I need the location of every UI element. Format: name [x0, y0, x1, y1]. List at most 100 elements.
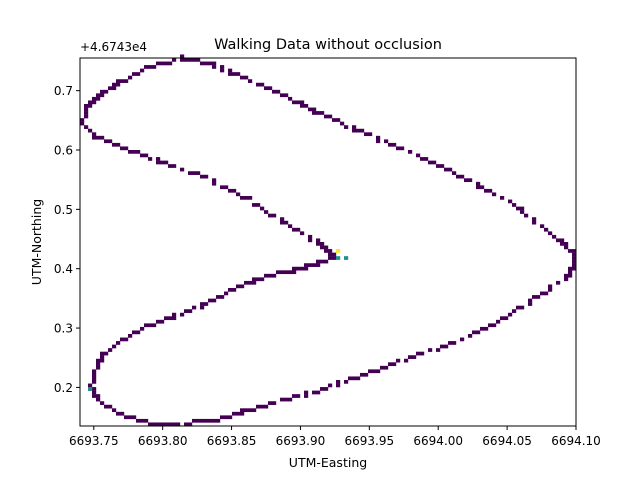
heatmap-cell — [324, 387, 329, 391]
heatmap-cell — [312, 390, 317, 395]
heatmap-cell — [476, 181, 481, 186]
heatmap-cell — [292, 227, 297, 232]
heatmap-cell — [572, 259, 577, 264]
heatmap-cell — [572, 266, 577, 271]
heatmap-cell — [244, 280, 249, 285]
heatmap-cell — [196, 418, 201, 423]
heatmap-cell — [260, 82, 265, 87]
heatmap-cell — [256, 82, 261, 87]
heatmap-cell — [84, 107, 89, 112]
y-axis: 0.2 0.3 0.4 0.5 0.6 0.7 — [54, 84, 80, 395]
heatmap-cell — [480, 185, 485, 190]
heatmap-cell — [212, 178, 217, 183]
heatmap-cell — [252, 408, 257, 413]
heatmap-cell — [180, 167, 185, 172]
heatmap-cell — [140, 68, 145, 73]
heatmap-cell — [164, 316, 169, 321]
heatmap-cell — [236, 411, 241, 416]
heatmap-cell — [540, 291, 545, 296]
heatmap-cell — [300, 231, 305, 236]
heatmap-cell — [572, 263, 577, 267]
heatmap-cell — [344, 380, 349, 384]
heatmap-cell — [268, 401, 273, 405]
heatmap-cell — [488, 323, 493, 328]
heatmap-cell — [180, 54, 185, 59]
heatmap-cell — [256, 404, 261, 409]
heatmap-cell — [200, 418, 205, 423]
heatmap-cell — [100, 355, 105, 359]
heatmap-cell — [376, 369, 381, 374]
heatmap-cell — [108, 348, 113, 352]
heatmap-cell — [96, 362, 101, 367]
heatmap-cell — [532, 220, 537, 225]
heatmap-cell — [268, 273, 273, 278]
heatmap-cell — [200, 174, 205, 179]
heatmap-cell — [140, 418, 145, 423]
heatmap-cell — [204, 418, 209, 423]
heatmap-cell — [328, 383, 333, 388]
heatmap-cell — [396, 358, 401, 363]
heatmap-cell — [112, 82, 117, 87]
heatmap-cell — [264, 210, 269, 214]
heatmap-cell — [220, 68, 225, 73]
heatmap-cell — [116, 142, 121, 147]
heatmap-cell — [112, 86, 117, 91]
heatmap-cell — [512, 203, 517, 207]
heatmap-cell-hotspot — [336, 256, 341, 260]
heatmap-cell — [128, 415, 133, 420]
heatmap-cell — [228, 415, 233, 420]
heatmap-cell — [352, 128, 357, 133]
heatmap-cell — [104, 89, 109, 94]
heatmap-cell — [252, 203, 257, 207]
heatmap-cell — [280, 397, 285, 402]
heatmap-cell — [96, 358, 101, 363]
heatmap-cell — [304, 266, 309, 271]
heatmap-cell — [216, 418, 221, 423]
heatmap-cell — [512, 309, 517, 313]
heatmap-cell — [436, 348, 441, 352]
heatmap-cell — [524, 213, 529, 218]
heatmap-cell — [540, 224, 545, 229]
heatmap-cell — [356, 128, 361, 133]
heatmap-cell — [100, 401, 105, 405]
heatmap-cell — [200, 302, 205, 306]
heatmap-cell — [476, 185, 481, 190]
heatmap-cell — [260, 404, 265, 409]
heatmap-cell — [556, 280, 561, 285]
heatmap-cell — [96, 96, 101, 101]
heatmap-cell — [492, 323, 497, 328]
heatmap-cell — [560, 242, 565, 246]
heatmap-cell — [468, 334, 473, 338]
heatmap-cell — [276, 89, 281, 94]
heatmap-cell — [212, 61, 217, 66]
heatmap-cell — [92, 369, 97, 374]
heatmap-cell — [564, 273, 569, 278]
heatmap-cell — [304, 390, 309, 395]
heatmap-cell — [336, 118, 341, 122]
heatmap-cell — [288, 224, 293, 229]
heatmap-cell — [364, 372, 369, 377]
heatmap-cell — [428, 348, 433, 352]
heatmap-cell — [408, 355, 413, 359]
heatmap-cell — [260, 206, 265, 211]
heatmap-cell — [248, 79, 253, 83]
heatmap-cell — [544, 291, 549, 296]
x-tick-label: 6693.95 — [345, 434, 395, 448]
heatmap-cell — [360, 128, 365, 133]
heatmap-cell — [332, 118, 337, 122]
heatmap-cell — [328, 256, 333, 260]
heatmap-cell — [144, 65, 149, 69]
heatmap-cell — [212, 418, 217, 423]
y-tick-label: 0.5 — [54, 203, 73, 217]
heatmap-cell — [240, 408, 245, 413]
heatmap-cell — [328, 252, 333, 257]
heatmap-cell — [376, 139, 381, 144]
heatmap-cell — [232, 288, 237, 292]
heatmap-cell — [304, 263, 309, 267]
heatmap-cell — [468, 178, 473, 183]
heatmap-cell — [92, 135, 97, 140]
heatmap-cell — [392, 142, 397, 147]
heatmap-cell — [560, 238, 565, 243]
heatmap-cell — [324, 259, 329, 264]
heatmap-cell — [320, 259, 325, 264]
